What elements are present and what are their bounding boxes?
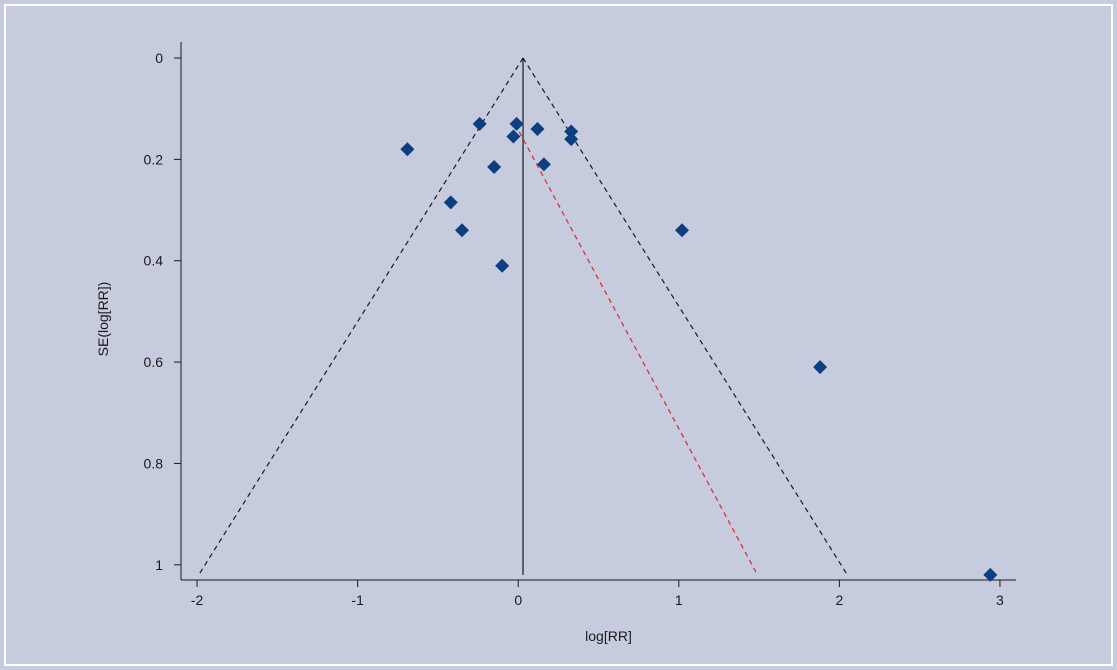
data-point-diamond (487, 159, 502, 174)
regression-line (514, 123, 758, 576)
y-tick-label: 0.4 (144, 253, 164, 269)
plot-lines (198, 57, 848, 576)
data-point-diamond (509, 116, 524, 131)
data-point-diamond (472, 116, 487, 131)
axes: -2 -1 0 1 2 3 0 0.2 0.4 0.6 0.8 1 (144, 42, 1016, 608)
data-point-diamond (564, 124, 579, 139)
data-point-diamond (813, 360, 828, 375)
funnel-left-line (198, 57, 524, 576)
x-tick-label: 1 (675, 592, 683, 608)
data-point-diamond (983, 567, 998, 582)
chart-frame (4, 4, 1113, 666)
data-point-diamond (530, 121, 545, 136)
y-axis-label: SE(log[RR]) (95, 282, 111, 357)
data-point-diamond (443, 195, 458, 210)
y-tick-label: 0.8 (144, 455, 164, 471)
data-point-diamond (400, 142, 415, 157)
data-point-diamond (455, 223, 470, 238)
x-tick-label: -1 (351, 592, 364, 608)
data-points (400, 116, 998, 582)
x-axis-label: log[RR] (585, 628, 632, 644)
x-tick-label: 3 (996, 592, 1004, 608)
y-tick-label: 0.6 (144, 354, 164, 370)
x-tick-label: -2 (191, 592, 204, 608)
x-tick-label: 0 (514, 592, 522, 608)
data-point-diamond (564, 132, 579, 147)
funnel-right-line (522, 57, 848, 576)
y-tick-label: 0 (155, 50, 163, 66)
x-tick-label: 2 (835, 592, 843, 608)
data-point-diamond (536, 157, 551, 172)
y-tick-label: 0.2 (144, 151, 164, 167)
data-point-diamond (675, 223, 689, 238)
data-point-diamond (495, 258, 510, 273)
data-point-diamond (506, 129, 521, 144)
y-tick-label: 1 (155, 557, 163, 573)
